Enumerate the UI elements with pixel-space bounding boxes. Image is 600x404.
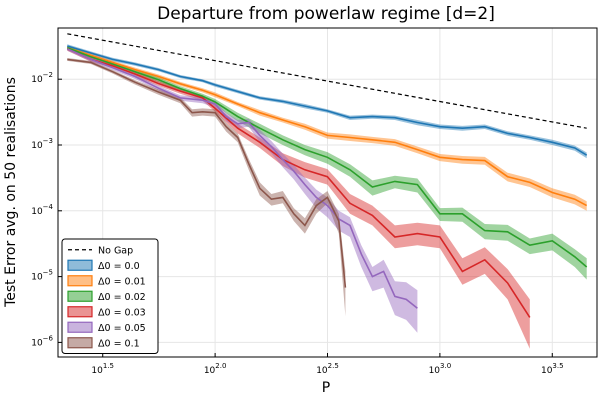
y-tick-label: 10−6 [31,334,53,348]
series-line [66,48,531,318]
legend-swatch [67,275,93,287]
legend-label: Δ0 = 0.0 [98,261,140,272]
legend-swatch [67,337,93,349]
confidence-bands [67,44,587,349]
y-tick-label: 10−3 [31,137,53,151]
legend-label: No Gap [98,245,133,256]
y-axis-label: Test Error avg. on 50 realisations [3,77,19,308]
series-line [67,47,588,207]
series-line [67,58,347,288]
x-axis-label: P [322,380,330,396]
legend-label: Δ0 = 0.01 [98,276,146,287]
y-tick-label: 10−5 [31,269,53,283]
y-tick-label: 10−4 [31,203,53,217]
legend-swatch [67,290,93,302]
series-line [66,48,418,309]
legend-label: Δ0 = 0.05 [98,323,146,334]
legend-label: Δ0 = 0.1 [98,338,140,349]
legend-label: Δ0 = 0.03 [98,307,146,318]
legend-swatch [67,321,93,333]
axis-ticks: 101.5 102.0 102.5 103.0 103.5 10−6 10−5 10−4 10−… [31,71,563,376]
confidence-band [67,44,587,159]
chart-title: Departure from powerlaw regime [d=2] [157,4,495,24]
confidence-band [67,46,587,211]
series-lines [66,33,588,318]
legend: No Gap Δ0 = 0.0 Δ0 = 0.01 Δ0 = 0.02 Δ0 = 0.0… [61,238,159,354]
confidence-band [67,58,346,317]
x-tick-label: 103.0 [429,362,452,376]
legend-swatch [67,259,93,271]
no-gap-reference-line [67,33,587,129]
confidence-band [67,46,587,280]
x-tick-label: 102.0 [204,362,227,376]
legend-swatch [67,306,93,318]
x-tick-label: 101.5 [91,362,114,376]
legend-label: Δ0 = 0.02 [98,292,146,303]
series-line [67,45,588,156]
y-tick-label: 10−2 [31,71,53,85]
x-tick-label: 103.5 [541,362,564,376]
series-line [67,47,588,268]
x-tick-label: 102.5 [316,362,339,376]
